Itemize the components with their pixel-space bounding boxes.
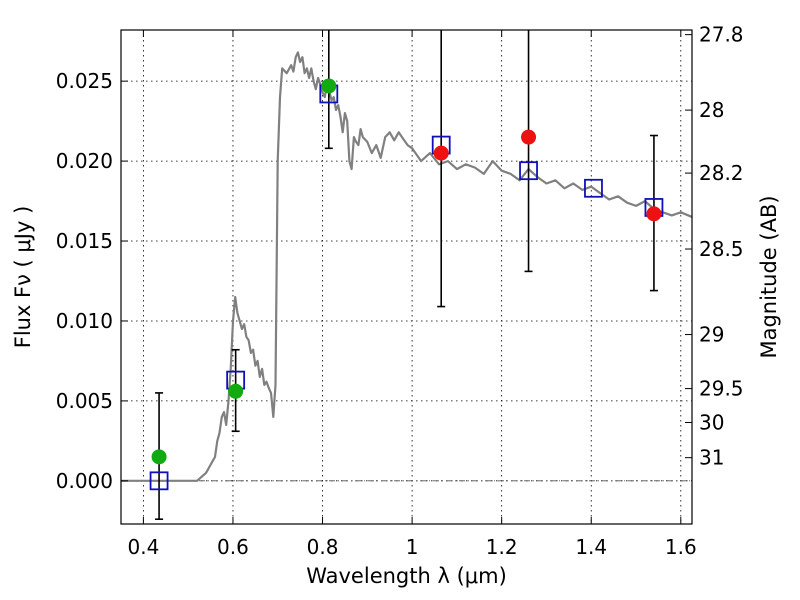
- y-axis-title: Flux Fν ( μJy ): [11, 206, 35, 349]
- magnitude-tick-labels: 27.8 28 28.2 28.5 29 29.5 30 31: [699, 23, 744, 470]
- magnitude-tick-label: 28.5: [699, 237, 744, 261]
- x-axis-title: Wavelength λ (μm): [306, 564, 507, 588]
- y-tick-label: 0.010: [56, 309, 113, 333]
- model-photometry-square: [584, 178, 603, 198]
- measurement-markers: [433, 129, 662, 222]
- measurement-point: [433, 145, 449, 161]
- plot-frame: [120, 29, 693, 525]
- magnitude-tick-label: 27.8: [699, 23, 744, 47]
- y-tick-label: 0.000: [56, 469, 113, 493]
- y-tick-label: 0.005: [56, 389, 113, 413]
- y-tick-label: 0.025: [56, 69, 113, 93]
- error-bars: [155, 30, 658, 521]
- magnitude-tick-label: 29.5: [699, 377, 744, 401]
- measurement-point: [646, 206, 662, 222]
- x-tick-label: 1.4: [575, 535, 607, 559]
- x-tick-labels: 0.4 0.6 0.8 1 1.2 1.4 1.6: [127, 535, 696, 559]
- x-tick-label: 0.8: [307, 535, 339, 559]
- x-tick-label: 1.2: [486, 535, 518, 559]
- y-tick-labels: 0.000 0.005 0.010 0.015 0.020 0.025: [56, 69, 113, 493]
- model-photometry-markers: [149, 84, 664, 491]
- x-tick-label: 1: [406, 535, 419, 559]
- magnitude-tick-label: 29: [699, 323, 724, 347]
- plot-area: [121, 30, 692, 521]
- x-tick-label: 0.4: [127, 535, 159, 559]
- x-tick-label: 0.6: [217, 535, 249, 559]
- model-photometry-square: [149, 471, 169, 491]
- detection-point: [321, 78, 337, 94]
- detection-point: [228, 383, 244, 399]
- right-axis-title: Magnitude (AB): [757, 195, 781, 358]
- magnitude-tick-label: 30: [699, 410, 724, 434]
- x-tick-label: 1.6: [665, 535, 697, 559]
- magnitude-tick-label: 31: [699, 446, 724, 470]
- magnitude-tick-label: 28: [699, 98, 724, 122]
- magnitude-tick-label: 28.2: [699, 161, 744, 185]
- measurement-point: [521, 129, 537, 145]
- error-bar: [437, 30, 446, 308]
- detection-point: [151, 449, 167, 465]
- grid-lines: [121, 30, 692, 524]
- tick-marks: [121, 30, 692, 524]
- model-photometry-square: [519, 161, 538, 181]
- detection-markers: [151, 78, 337, 465]
- y-tick-label: 0.020: [56, 149, 113, 173]
- model-spectrum-line: [121, 51, 692, 482]
- y-tick-label: 0.015: [56, 229, 113, 253]
- error-bar: [524, 30, 533, 273]
